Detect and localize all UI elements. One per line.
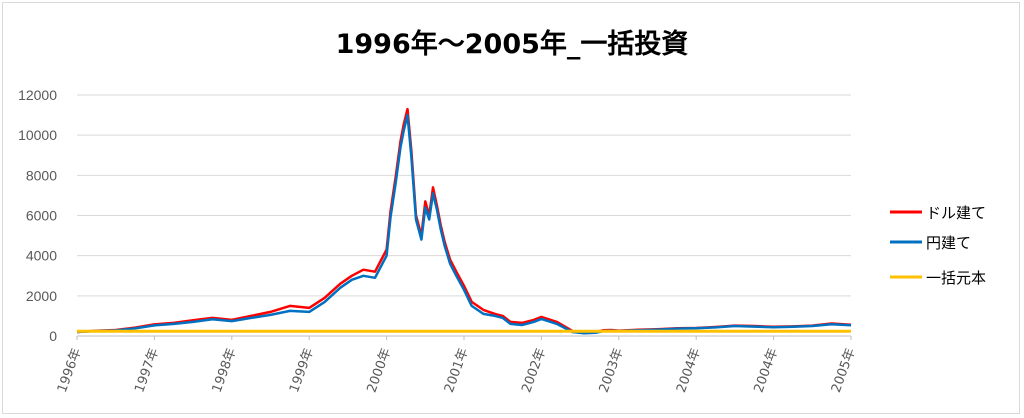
y-tick-label: 8000 <box>26 167 57 183</box>
x-tick-label: 2004年 <box>674 346 704 394</box>
x-tick-label: 2002年 <box>519 346 549 394</box>
legend-label: ドル建て <box>926 204 986 222</box>
x-tick-label: 2005年 <box>829 346 859 394</box>
series-line <box>76 107 852 334</box>
y-tick-label: 6000 <box>26 208 57 224</box>
x-tick-label: 1997年 <box>132 346 162 394</box>
x-tick-label: 2003年 <box>597 346 627 394</box>
legend-label: 一括元本 <box>926 269 986 287</box>
chart-frame <box>2 2 1020 414</box>
y-tick-label: 10000 <box>18 127 57 143</box>
chart-title: 1996年～2005年_一括投資 <box>335 29 689 60</box>
series-line <box>76 113 852 335</box>
x-tick-label: 2000年 <box>364 346 394 394</box>
y-tick-label: 2000 <box>26 288 57 304</box>
x-tick-label: 1998年 <box>210 346 240 394</box>
x-tick-label: 1999年 <box>287 346 317 394</box>
legend-label: 円建て <box>926 234 971 252</box>
x-tick-label: 2001年 <box>442 346 472 394</box>
y-tick-label: 0 <box>49 328 57 344</box>
x-tick-label: 2004年 <box>751 346 781 394</box>
y-tick-label: 4000 <box>26 248 57 264</box>
y-tick-label: 12000 <box>18 87 57 103</box>
x-tick-label: 1996年 <box>55 346 85 394</box>
